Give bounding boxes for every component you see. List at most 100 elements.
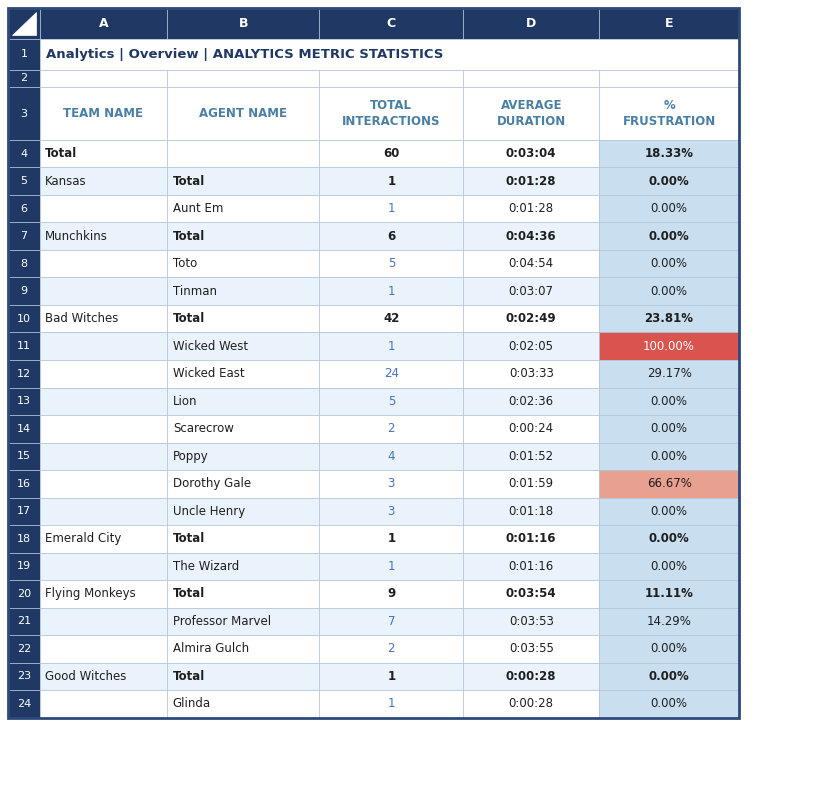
Text: 20: 20 [16, 589, 31, 599]
Bar [599, 663, 739, 690]
Text: 0:01:16: 0:01:16 [506, 532, 556, 545]
Text: 0:04:36: 0:04:36 [506, 230, 556, 243]
Bar [8, 663, 40, 690]
Bar [319, 360, 463, 388]
Bar [599, 250, 739, 277]
Bar [599, 635, 739, 663]
Text: 19: 19 [16, 561, 31, 571]
Bar [167, 360, 319, 388]
Text: Emerald City: Emerald City [45, 532, 122, 545]
Bar [8, 39, 40, 70]
Text: 0.00%: 0.00% [651, 450, 687, 463]
Bar [599, 277, 739, 305]
Text: 17: 17 [16, 506, 31, 516]
Text: 0:03:53: 0:03:53 [509, 615, 554, 628]
Text: 7: 7 [21, 231, 27, 241]
Bar [8, 8, 40, 39]
Text: 29.17%: 29.17% [647, 367, 691, 380]
Bar [463, 415, 599, 443]
Text: 0:03:04: 0:03:04 [506, 147, 556, 160]
Text: 0:02:05: 0:02:05 [509, 340, 554, 353]
Text: Total: Total [173, 230, 205, 243]
Text: Dorothy Gale: Dorothy Gale [173, 477, 251, 490]
Bar [8, 332, 40, 360]
Bar [167, 553, 319, 580]
Text: Total: Total [45, 147, 77, 160]
Bar [463, 195, 599, 222]
Bar [40, 498, 167, 525]
Text: 1: 1 [388, 285, 395, 298]
Bar [319, 277, 463, 305]
Text: Total: Total [173, 175, 205, 188]
Bar [167, 690, 319, 718]
Text: 6: 6 [387, 230, 396, 243]
Text: 0.00%: 0.00% [649, 230, 690, 243]
Bar [40, 635, 167, 663]
Text: Scarecrow: Scarecrow [173, 422, 234, 435]
Bar [463, 277, 599, 305]
Text: 42: 42 [384, 312, 399, 325]
Bar [8, 388, 40, 415]
Text: Glinda: Glinda [173, 697, 211, 710]
Text: 1: 1 [388, 670, 395, 683]
Text: 16: 16 [16, 479, 31, 489]
Bar [8, 443, 40, 470]
Bar [167, 305, 319, 332]
Text: 1: 1 [388, 697, 395, 710]
Text: AGENT NAME: AGENT NAME [199, 107, 287, 121]
Bar [599, 443, 739, 470]
Text: Aunt Em: Aunt Em [173, 202, 223, 215]
Text: Professor Marvel: Professor Marvel [173, 615, 271, 628]
Bar [167, 8, 319, 39]
Text: 0:02:36: 0:02:36 [509, 395, 554, 408]
Bar [8, 87, 40, 140]
Text: AVERAGE
DURATION: AVERAGE DURATION [496, 100, 566, 128]
Text: 0.00%: 0.00% [651, 697, 687, 710]
Bar [167, 498, 319, 525]
Bar [40, 553, 167, 580]
Text: Bad Witches: Bad Witches [45, 312, 119, 325]
Text: 9: 9 [21, 286, 27, 296]
Text: Analytics | Overview | ANALYTICS METRIC STATISTICS: Analytics | Overview | ANALYTICS METRIC … [46, 48, 444, 61]
Bar [8, 250, 40, 277]
Text: 0:00:24: 0:00:24 [509, 422, 554, 435]
Text: Munchkins: Munchkins [45, 230, 108, 243]
Text: Total: Total [173, 587, 205, 600]
Bar [463, 470, 599, 498]
Bar [319, 498, 463, 525]
Bar [599, 580, 739, 608]
Bar [319, 443, 463, 470]
Text: 1: 1 [388, 202, 395, 215]
Text: Almira Gulch: Almira Gulch [173, 642, 249, 655]
Text: 1: 1 [388, 340, 395, 353]
Bar [167, 608, 319, 635]
Text: 7: 7 [388, 615, 395, 628]
Bar [319, 332, 463, 360]
Bar [167, 663, 319, 690]
Text: 0:03:54: 0:03:54 [506, 587, 556, 600]
Text: 0.00%: 0.00% [651, 202, 687, 215]
Text: 24: 24 [384, 367, 399, 380]
Text: 10: 10 [16, 314, 31, 324]
Bar [319, 415, 463, 443]
Bar [40, 415, 167, 443]
Bar [319, 167, 463, 195]
Bar [463, 167, 599, 195]
Bar [599, 360, 739, 388]
Text: 5: 5 [21, 176, 27, 186]
Text: Lion: Lion [173, 395, 198, 408]
Bar [599, 70, 739, 87]
Bar [8, 690, 40, 718]
Bar [463, 663, 599, 690]
Text: B: B [239, 17, 248, 30]
Text: 1: 1 [388, 560, 395, 573]
Bar [463, 360, 599, 388]
Text: Total: Total [173, 312, 205, 325]
Text: 0:00:28: 0:00:28 [506, 670, 556, 683]
Bar [8, 553, 40, 580]
Bar [319, 8, 463, 39]
Bar [40, 360, 167, 388]
Bar [8, 580, 40, 608]
Bar [40, 195, 167, 222]
Bar [463, 580, 599, 608]
